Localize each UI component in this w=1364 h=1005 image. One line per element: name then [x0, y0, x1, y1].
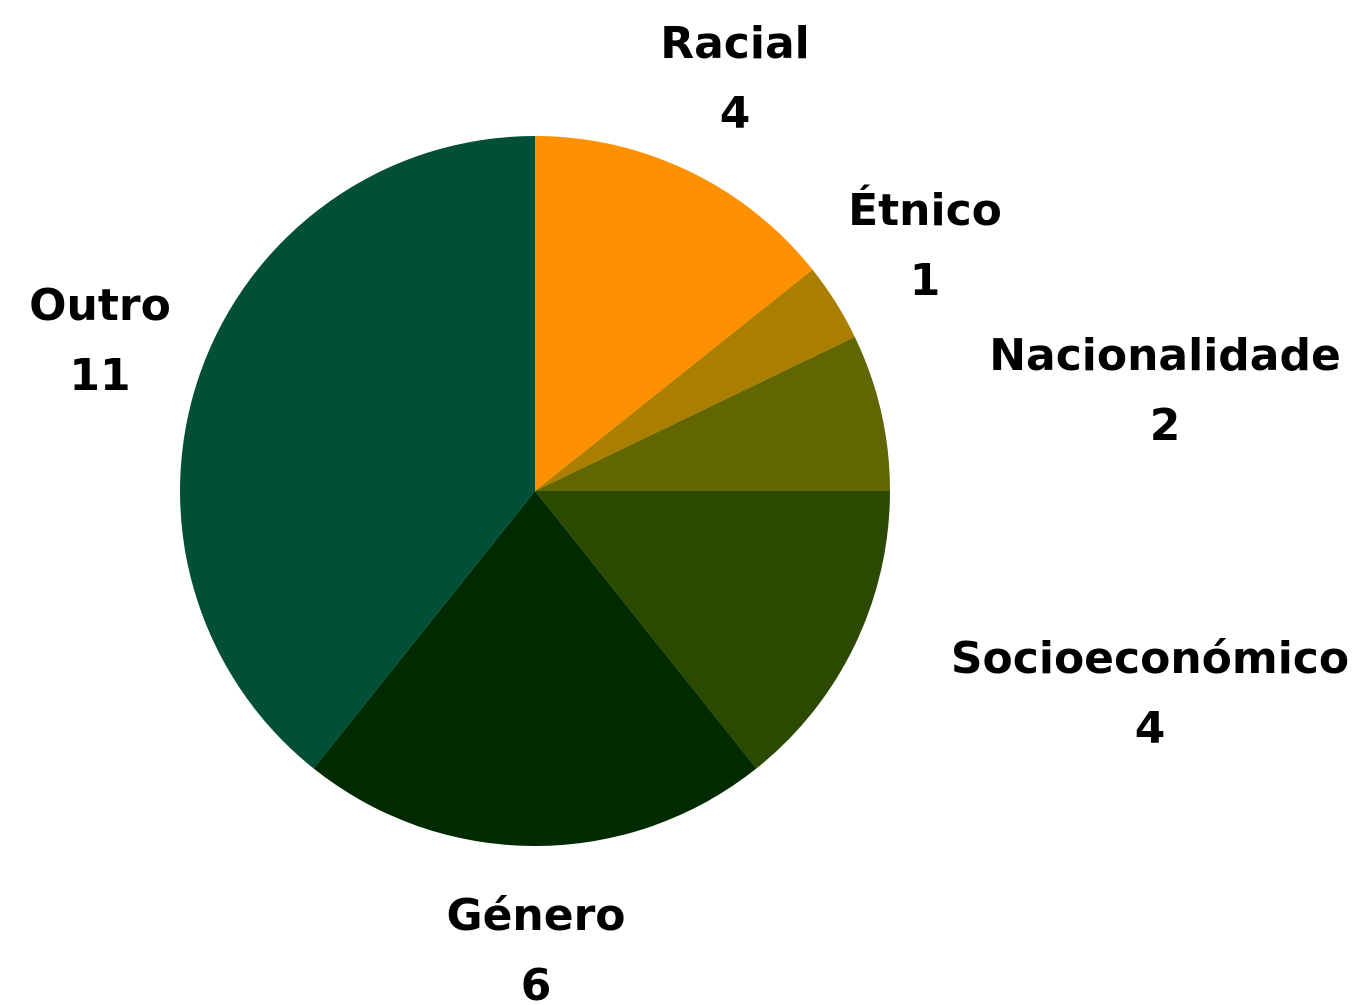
pie-slice-socioeconomico — [535, 491, 890, 769]
slice-label-outro: Outro — [29, 280, 171, 331]
pie-slice-genero — [313, 491, 757, 847]
slice-label-etnico: Étnico — [848, 183, 1002, 236]
slice-label-socioeconomico: Socioeconómico — [951, 633, 1349, 684]
slice-label-nacionalidade: Nacionalidade — [989, 330, 1341, 381]
slice-value-genero: 6 — [521, 960, 552, 1005]
slice-label-racial: Racial — [660, 18, 810, 69]
slice-value-nacionalidade: 2 — [1150, 400, 1181, 451]
slice-value-etnico: 1 — [910, 255, 941, 306]
pie-slice-outro — [179, 136, 535, 769]
pie-slice-racial — [535, 136, 813, 491]
slice-value-socioeconomico: 4 — [1135, 703, 1166, 754]
slice-value-racial: 4 — [720, 88, 751, 139]
pie-slice-etnico — [535, 269, 855, 491]
slice-label-genero: Género — [446, 890, 625, 941]
slice-value-outro: 11 — [69, 350, 130, 401]
pie-slices — [179, 136, 890, 847]
pie-slice-nacionalidade — [535, 336, 890, 491]
slice-labels: Racial 4 Étnico 1 Nacionalidade 2 Socioeconómi… — [29, 18, 1349, 1005]
